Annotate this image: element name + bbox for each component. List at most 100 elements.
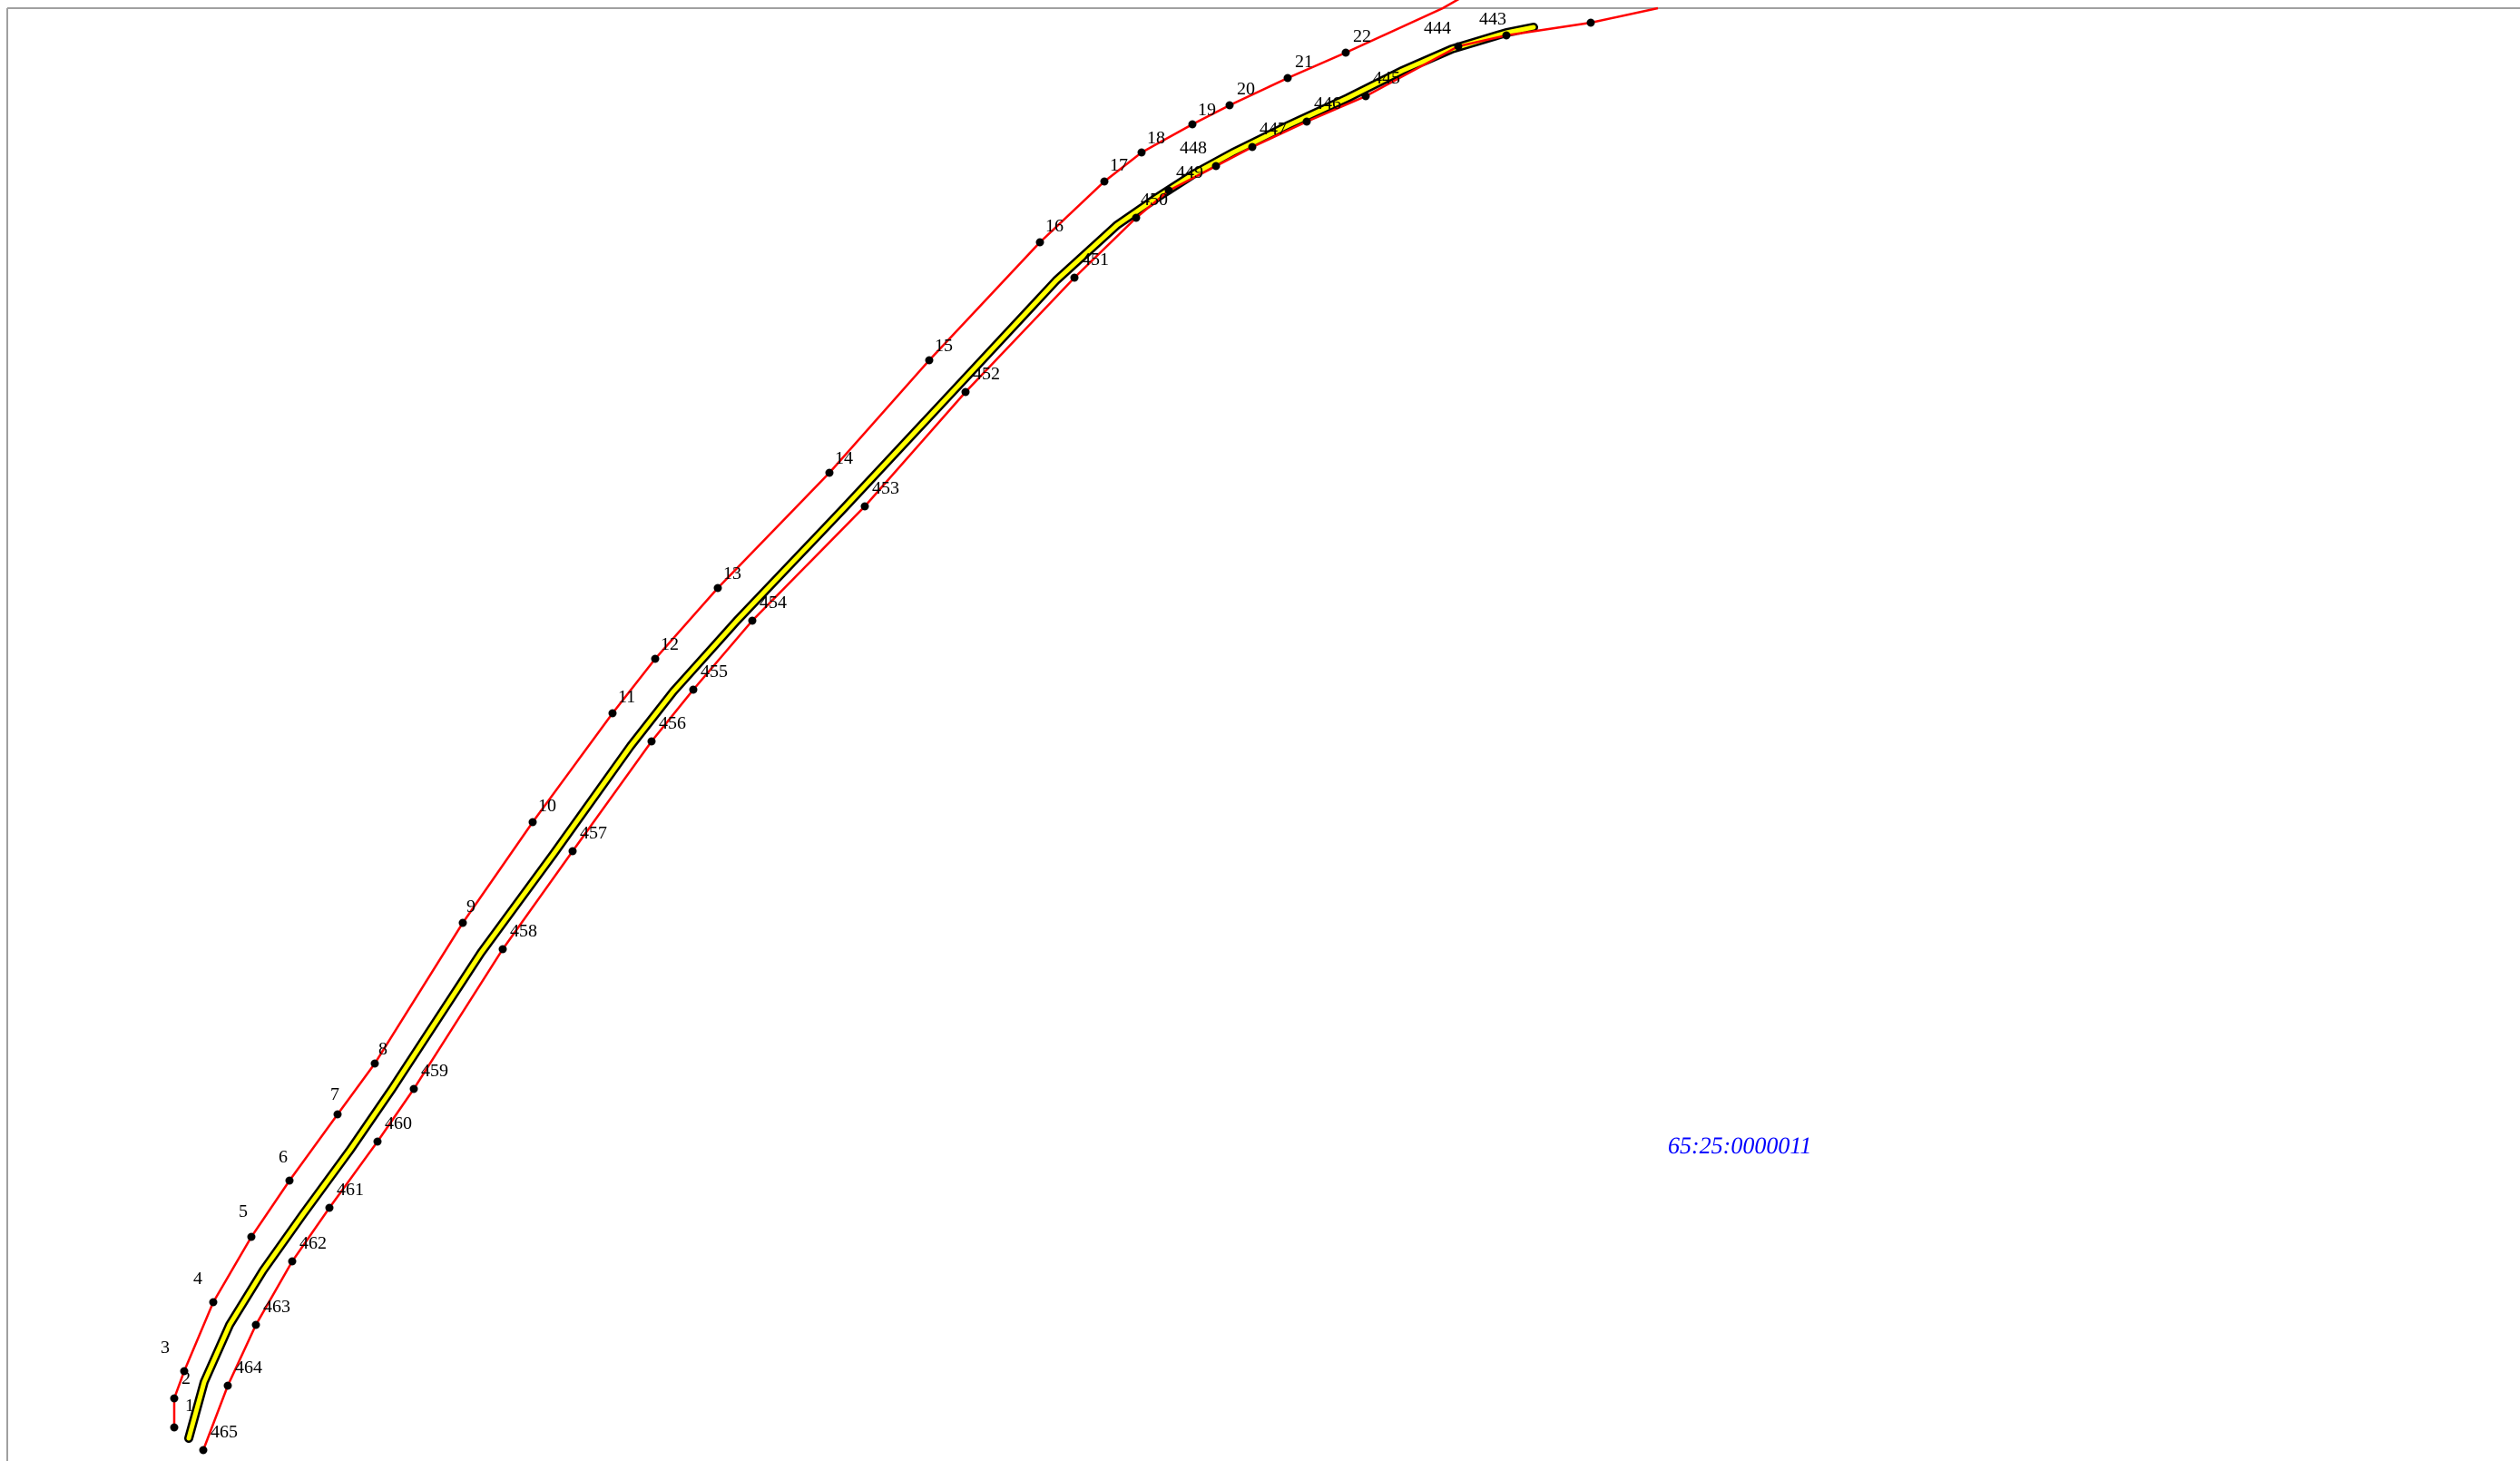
upper-boundary-point-label-10: 10	[538, 796, 556, 816]
upper-boundary-point-22	[1341, 48, 1350, 57]
lower-boundary-point-452	[961, 387, 970, 397]
upper-boundary-point-label-9: 9	[466, 897, 476, 917]
lower-boundary-point-447	[1248, 142, 1257, 152]
upper-boundary-point-1	[170, 1423, 179, 1432]
lower-boundary-point-462	[288, 1257, 297, 1266]
lower-boundary-point-label-463: 463	[263, 1297, 290, 1317]
lower-boundary-point-451	[1070, 273, 1079, 282]
parcel-id-label: 65:25:0000011	[1668, 1133, 1811, 1159]
lower-boundary-point-label-444: 444	[1424, 18, 1451, 38]
upper-boundary-point-11	[608, 709, 617, 718]
upper-boundary-point-label-14: 14	[835, 448, 853, 468]
upper-boundary-point-3	[180, 1367, 189, 1376]
lower-boundary-point-label-453: 453	[872, 478, 899, 498]
lower-boundary-point-453	[860, 502, 869, 511]
upper-boundary-point-19	[1188, 120, 1197, 129]
upper-boundary-point-16	[1035, 238, 1044, 247]
upper-boundary-point-5	[247, 1232, 256, 1241]
upper-boundary-point-label-4: 4	[193, 1269, 202, 1289]
upper-boundary-point-15	[925, 356, 934, 365]
upper-boundary-point-8	[370, 1059, 379, 1068]
upper-boundary-point-9	[458, 918, 467, 927]
lower-boundary-point-label-451: 451	[1082, 250, 1109, 270]
lower-boundary-point-457	[568, 847, 577, 856]
lower-boundary-point-446	[1302, 117, 1311, 126]
upper-boundary-point-6	[285, 1176, 294, 1185]
upper-boundary-point-10	[528, 818, 537, 827]
lower-boundary-point-460	[373, 1137, 382, 1146]
lower-boundary-point-459	[409, 1084, 418, 1093]
lower-boundary-point-445	[1361, 92, 1370, 101]
lower-boundary-point-465	[199, 1446, 208, 1455]
lower-boundary-point-450	[1132, 213, 1141, 222]
lower-boundary-point-label-445: 445	[1373, 68, 1400, 88]
upper-boundary-point-18	[1137, 148, 1146, 157]
lower-boundary-point-label-446: 446	[1314, 93, 1341, 113]
lower-boundary-point-label-450: 450	[1141, 190, 1168, 210]
upper-boundary-point-label-17: 17	[1110, 155, 1128, 175]
upper-boundary-point-label-1: 1	[185, 1396, 194, 1416]
lower-boundary-point-label-464: 464	[235, 1358, 262, 1378]
lower-boundary-point-label-462: 462	[299, 1233, 327, 1253]
upper-boundary-point-4	[209, 1298, 218, 1307]
upper-boundary-point-label-18: 18	[1147, 128, 1165, 148]
upper-boundary-point-20	[1225, 101, 1234, 110]
lower-boundary-point	[1586, 18, 1595, 27]
upper-boundary-point-label-22: 22	[1353, 26, 1371, 46]
lower-boundary-point-label-443: 443	[1479, 9, 1506, 29]
lower-boundary-point-448	[1211, 162, 1221, 171]
lower-boundary-point-443	[1502, 31, 1511, 40]
upper-boundary-point-label-20: 20	[1237, 79, 1255, 99]
lower-boundary-point-label-459: 459	[421, 1061, 448, 1081]
lower-boundary-point-456	[647, 737, 656, 746]
upper-boundary-point-label-5: 5	[239, 1201, 248, 1221]
lower-boundary-point-label-449: 449	[1176, 162, 1203, 182]
lower-boundary-point-label-455: 455	[701, 662, 728, 681]
lower-boundary-line	[201, 6, 1659, 1451]
lower-boundary-point-label-457: 457	[580, 823, 607, 843]
upper-boundary-point-label-2: 2	[181, 1368, 191, 1388]
upper-boundary-point-label-19: 19	[1198, 100, 1216, 120]
upper-boundary-point-label-12: 12	[661, 634, 679, 654]
centerline-fill	[186, 25, 1536, 1441]
lower-boundary-point-454	[748, 616, 757, 625]
lower-boundary-point-464	[223, 1381, 232, 1390]
lower-boundary-point-449	[1164, 186, 1173, 195]
upper-boundary-point-label-13: 13	[723, 564, 741, 583]
upper-boundary-point-21	[1283, 74, 1292, 83]
lower-boundary-point-label-452: 452	[973, 364, 1000, 384]
lower-boundary-point-label-454: 454	[760, 593, 787, 613]
upper-boundary-point-label-15: 15	[935, 336, 953, 356]
upper-boundary-point-13	[713, 583, 722, 593]
lower-boundary-point-label-447: 447	[1260, 119, 1287, 139]
upper-boundary-point-label-3: 3	[161, 1338, 170, 1358]
lower-boundary-point-458	[498, 945, 507, 954]
upper-boundary-point-label-16: 16	[1045, 216, 1064, 236]
upper-boundary-point-12	[651, 654, 660, 663]
upper-boundary-point-label-7: 7	[330, 1084, 339, 1104]
lower-boundary: 443 444 445 446 447 448 449 450 451 452 453 454 455 4…	[199, 6, 1659, 1455]
centerline-casing	[184, 23, 1538, 1443]
lower-boundary-point-455	[689, 685, 698, 694]
upper-boundary-point-14	[825, 468, 834, 477]
lower-boundary-point-461	[325, 1203, 334, 1212]
lower-boundary-point-label-458: 458	[510, 921, 537, 941]
upper-boundary-point-label-21: 21	[1295, 52, 1313, 72]
upper-boundary-point-7	[333, 1110, 342, 1119]
lower-boundary-point-label-448: 448	[1180, 138, 1207, 158]
lower-boundary-point-label-465: 465	[211, 1422, 238, 1442]
upper-boundary-point-2	[170, 1394, 179, 1403]
upper-boundary-point-label-6: 6	[279, 1147, 288, 1167]
upper-boundary-point-label-8: 8	[378, 1039, 387, 1059]
lower-boundary-point-444	[1454, 42, 1463, 51]
lower-boundary-point-label-461: 461	[337, 1180, 364, 1200]
centerline	[184, 23, 1538, 1443]
upper-boundary-line	[172, 0, 1460, 1427]
upper-boundary-point-17	[1100, 177, 1109, 186]
upper-boundary-point-label-11: 11	[618, 687, 635, 707]
lower-boundary-point-label-460: 460	[385, 1113, 412, 1133]
lower-boundary-point-label-456: 456	[659, 713, 686, 733]
lower-boundary-point-463	[251, 1320, 260, 1329]
